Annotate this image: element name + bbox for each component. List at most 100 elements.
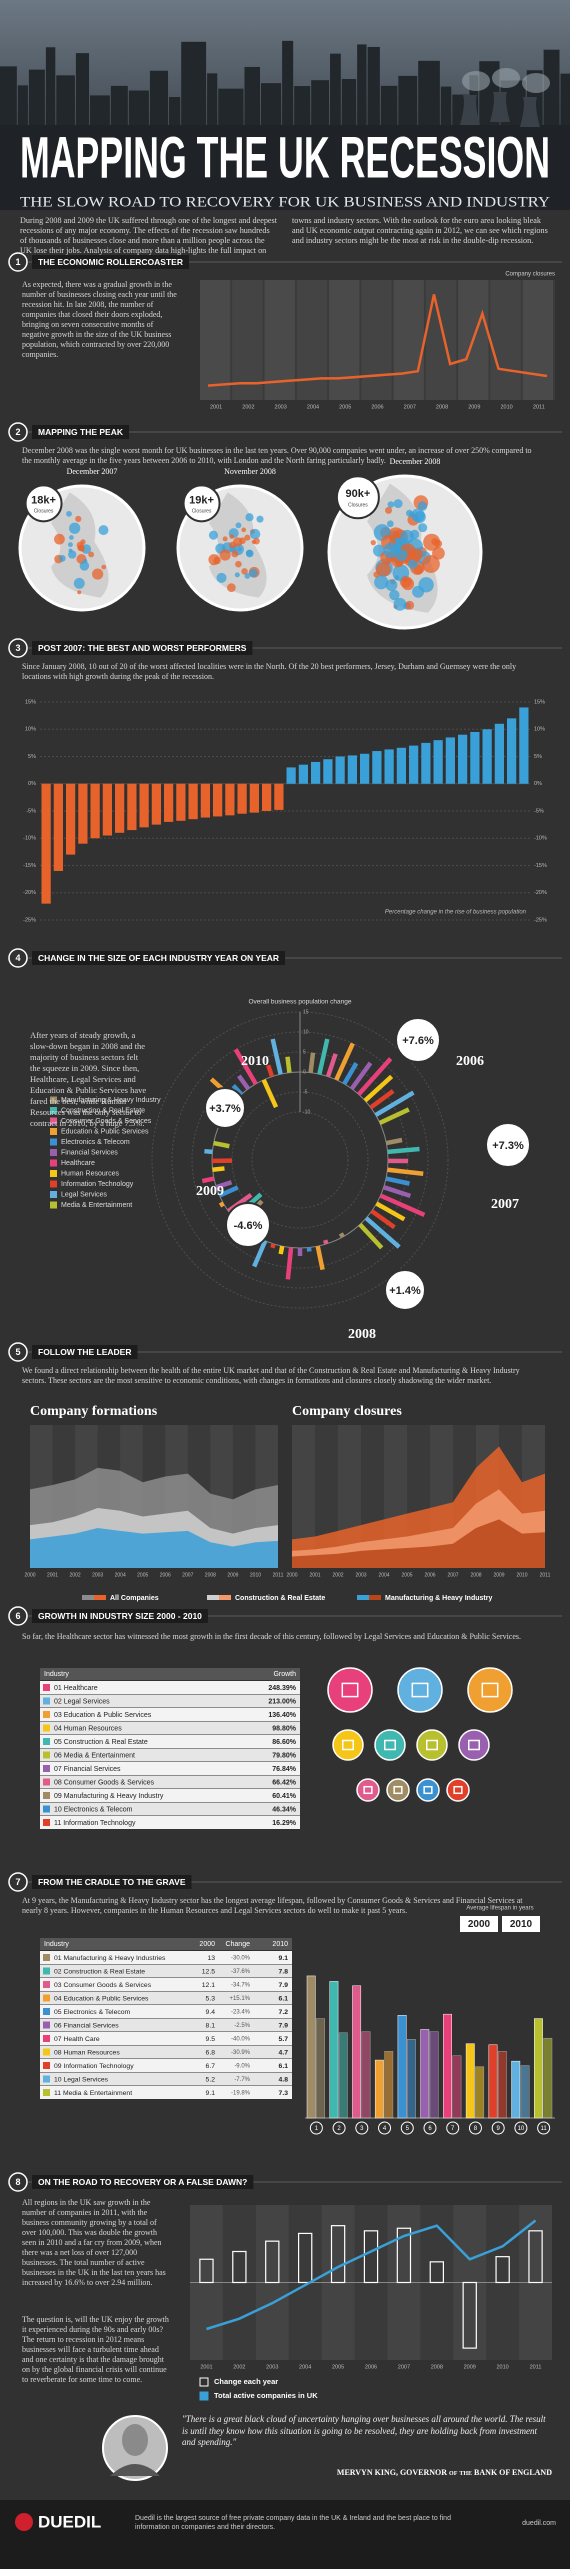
map-dot [249,568,258,578]
row-swatch [43,1805,50,1813]
y-tick-label: -15% [23,863,36,869]
callout [225,1202,271,1248]
table-cell: 66.42% [272,1779,297,1786]
bar [262,783,272,811]
skyline-building [440,86,452,140]
radial-bar [323,1239,329,1245]
year-stripe [200,280,231,400]
table-header: Change [225,1941,250,1948]
map-dot [253,537,260,545]
bar [482,729,492,784]
bar [311,761,321,784]
radial-bar [278,1245,285,1255]
radial-bar [252,1239,268,1268]
map-dot [77,590,82,595]
x-tick-label: 9 [497,2126,501,2132]
x-tick-label: 2008 [470,1572,481,1578]
x-tick-label: 11 [541,2126,548,2132]
bar [102,783,112,836]
map-dot [411,508,425,523]
icon-glyph [453,1785,463,1795]
icon-glyph [363,1785,373,1795]
table-cell: 12.1 [202,1982,215,1989]
map-dot [219,549,231,561]
row-swatch [43,1724,50,1732]
section-number: 7 [15,1877,20,1887]
table-row-bg [40,1735,300,1748]
radial-bar [334,1042,355,1081]
map-dot [101,564,107,570]
bar [421,742,431,784]
year-label: 2009 [196,1184,224,1199]
map-dot [409,511,415,517]
bar [90,783,100,839]
row-swatch [43,1765,50,1772]
portrait-face [122,2424,148,2456]
skyline-building [75,53,90,141]
skyline-building [282,40,294,140]
section-number: 6 [15,1611,20,1621]
badge [24,484,63,523]
x-tick-label: 2002 [70,1572,81,1578]
legend-swatch [50,1128,57,1135]
map-dot [98,525,109,536]
table-row-bg [40,2086,292,2099]
section-number: 3 [15,643,20,653]
bar [520,2065,530,2119]
table-cell: 6.8 [206,2049,216,2056]
callout [485,1122,531,1168]
area [292,1519,545,1568]
portrait-body [110,2464,160,2476]
legend-swatch [50,1107,57,1114]
x-tick-badge [309,2121,323,2135]
table-row-bg [40,1991,292,2005]
section-heading-bg [32,1609,208,1623]
y-tick-label: 5% [28,754,36,760]
map-dot [231,550,239,558]
icon-glyph [411,1682,429,1698]
icon-glyph [342,1739,354,1751]
map-dot [67,542,73,548]
x-axis-label: Percentage change in the rise of busines… [385,910,527,916]
icon-glyph [341,1682,359,1698]
section-heading-bg [32,1345,138,1359]
map-dot [407,559,418,570]
legend-swatch [50,1149,57,1156]
section-badge [8,948,28,968]
table-cell: 09 Information Technology [54,2063,134,2070]
cooling-tower [490,92,510,122]
section-badge [8,1606,28,1626]
r-tick-label: -10 [303,1109,310,1115]
section-badge [8,638,28,658]
table-row-bg [40,1721,300,1735]
table-cell: 7.9 [279,2022,289,2029]
x-tick-label: 3 [360,2126,364,2132]
table-cell: 136.40% [268,1712,296,1719]
bar [274,783,284,810]
grid-ring [171,1031,429,1289]
table-cell: 05 Electronics & Telecom [54,2009,131,2016]
legend-label: Electronics & Telecom [61,1139,130,1146]
legend-swatch [50,1170,57,1177]
r-tick-label: 15 [303,1009,309,1015]
bar [384,2051,394,2119]
line [206,2219,537,2331]
callout-label: +1.4% [389,1285,421,1297]
bar [298,764,308,784]
legend-swatch [199,2391,209,2401]
x-tick-label: 2004 [299,2364,311,2370]
legend-swatch [82,1595,94,1600]
row-swatch [43,1954,50,1961]
row-swatch [43,2062,50,2069]
bar [462,2281,477,2349]
legend-label: Financial Services [61,1149,118,1156]
map-dot [405,600,415,610]
section-heading-bg [32,2175,254,2189]
area [30,1527,278,1568]
row-swatch [43,2035,50,2042]
section-heading-bg [32,951,286,965]
row-swatch [43,2021,50,2029]
x-tick-label: 2007 [182,1572,193,1578]
x-tick-badge [378,2121,392,2135]
badge-value: 19k+ [189,494,214,506]
